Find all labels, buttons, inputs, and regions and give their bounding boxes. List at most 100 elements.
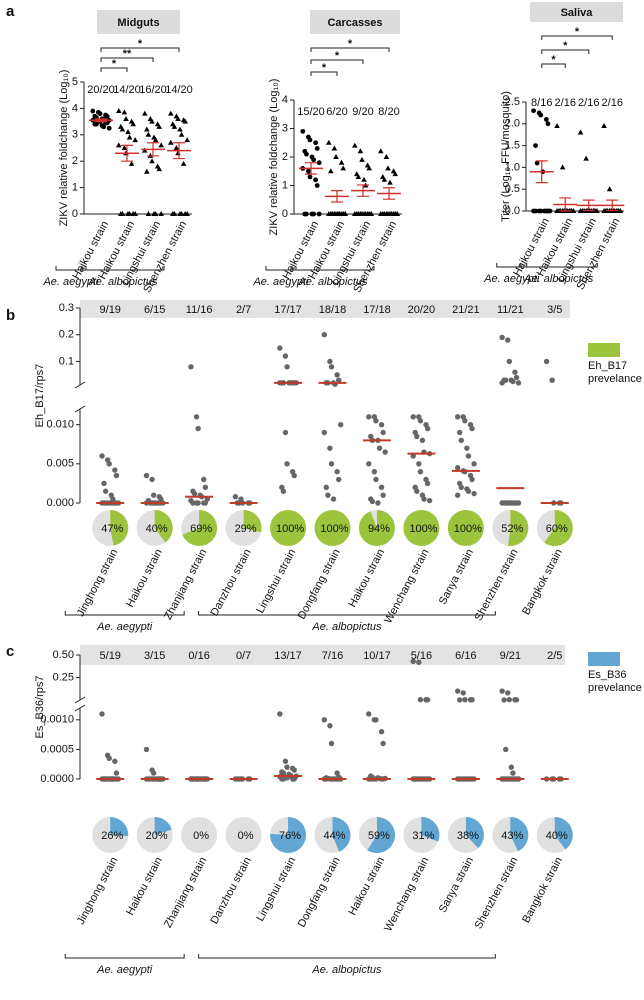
data-point (97, 111, 103, 117)
count-label: 7/16 (322, 650, 343, 662)
data-point (300, 128, 306, 134)
count-label: 9/19 (100, 304, 121, 316)
data-point (311, 157, 316, 163)
group-bracket (198, 611, 496, 616)
pie-label: 38% (457, 830, 479, 842)
count-label: 17/18 (363, 304, 391, 316)
data-point (506, 358, 513, 365)
x-tick-label: Haikou strain (346, 547, 387, 609)
data-point (190, 500, 196, 506)
data-point (378, 484, 385, 491)
x-tick-label: Haikou strain (124, 547, 165, 609)
count-label: 2/16 (555, 97, 576, 109)
y-tick-label: 1 (282, 179, 288, 191)
data-point (387, 179, 393, 185)
data-point (334, 372, 340, 378)
data-point (184, 211, 190, 216)
data-point (464, 445, 470, 451)
data-point (112, 467, 118, 473)
data-point (291, 776, 297, 782)
group-label: Ae. aegypti (42, 276, 99, 288)
pie-slice (447, 510, 484, 546)
axis-break (74, 405, 86, 413)
pie-slice (510, 817, 529, 852)
data-point (149, 476, 155, 483)
significance-label: * (112, 58, 117, 70)
x-tick-label: Shenzhen strain (473, 855, 521, 931)
data-point (549, 377, 555, 383)
data-point (545, 121, 551, 127)
data-point (116, 142, 122, 148)
data-point (543, 358, 550, 365)
pie-label: 94% (368, 523, 390, 535)
data-point (106, 461, 112, 467)
pie-slice (332, 817, 351, 852)
data-point (282, 758, 289, 764)
data-point (416, 461, 422, 467)
data-point (152, 211, 159, 216)
data-point (454, 688, 461, 694)
count-label: 0/16 (188, 650, 209, 662)
data-point (583, 155, 589, 161)
data-point (366, 414, 372, 420)
y-tick-label: 0 (72, 208, 78, 220)
data-point (506, 696, 513, 703)
data-point (132, 137, 138, 143)
legend-swatch (588, 343, 620, 357)
significance-label: * (563, 40, 568, 52)
count-label: 8/20 (378, 106, 399, 118)
data-point (554, 122, 560, 128)
significance-label: * (138, 38, 143, 50)
data-point (340, 165, 346, 171)
data-point (313, 177, 318, 183)
axis-break (74, 381, 86, 389)
y-tick-label: 0.50 (53, 649, 74, 661)
data-point (307, 137, 313, 143)
error-bar (173, 142, 185, 160)
data-point (336, 377, 342, 383)
data-point (538, 208, 544, 214)
x-tick-label: Zhanjiang strain (162, 855, 209, 930)
y-axis-label: ZIKV relative foldchange (Log₁₀) (58, 70, 70, 227)
x-tick-label: Haikou strain (346, 855, 387, 917)
pie-slice (367, 817, 395, 853)
data-point (94, 121, 99, 127)
y-tick-label: 0.1 (59, 355, 74, 367)
data-point (454, 414, 461, 420)
data-point (104, 113, 110, 119)
count-label: 2/5 (547, 650, 562, 662)
pie-slice (544, 510, 573, 546)
data-point (465, 453, 472, 459)
y-tick-label: 0.0005 (40, 743, 74, 755)
significance-bracket (541, 49, 590, 54)
data-point (361, 176, 367, 182)
data-point (327, 445, 333, 451)
data-point (304, 151, 309, 157)
data-point (510, 770, 516, 776)
data-point (328, 461, 335, 467)
x-tick-label: Dongfang strain (296, 547, 343, 621)
count-label: 16/20 (139, 84, 167, 96)
data-point (615, 208, 622, 213)
group-bracket (64, 954, 185, 959)
data-point (499, 380, 505, 386)
y-tick-label: 0.25 (53, 671, 74, 683)
y-tick-label: 2.5 (505, 96, 520, 108)
data-point (378, 728, 385, 735)
group-label: Ae. albopictus (311, 964, 382, 976)
data-point (150, 770, 157, 776)
data-point (113, 770, 120, 776)
data-point (380, 429, 386, 436)
pie-label: 40% (146, 523, 168, 535)
group-bracket (291, 266, 375, 271)
group-label: Ae. albopictus (523, 273, 594, 285)
data-point (328, 168, 334, 174)
data-point (280, 488, 287, 494)
pie-label: 100% (320, 523, 348, 535)
x-tick-label: Haikou strain (124, 855, 165, 917)
pie-label: 76% (279, 830, 301, 842)
data-point (327, 723, 333, 729)
pie-slice (270, 817, 307, 853)
count-label: 3/5 (547, 304, 562, 316)
pie-label: 0% (238, 830, 254, 842)
